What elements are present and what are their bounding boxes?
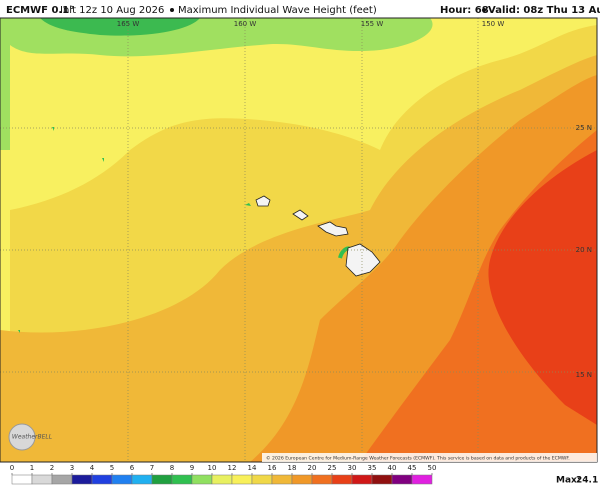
attribution: © 2026 European Centre for Medium-Range … xyxy=(266,455,570,462)
legend-swatch xyxy=(91,474,113,485)
legend-tick-label: 4 xyxy=(90,464,95,472)
separator xyxy=(170,8,174,12)
field-light-green xyxy=(0,18,433,150)
max-label: Max: xyxy=(556,476,580,486)
init-label: Init 12z 10 Aug 2026 xyxy=(60,5,164,16)
legend-tick-label: 8 xyxy=(170,464,174,472)
graticule xyxy=(0,18,597,462)
legend-swatch xyxy=(331,474,353,485)
latitude-label: 25 N xyxy=(576,124,592,132)
hour-label: Hour: 68 xyxy=(440,5,489,16)
legend-tick-label: 30 xyxy=(348,464,357,472)
legend-tick-label: 18 xyxy=(288,464,297,472)
legend-tick-label: 35 xyxy=(368,464,377,472)
legend-swatch xyxy=(311,474,333,485)
legend-tick-label: 40 xyxy=(388,464,397,472)
legend-swatch xyxy=(151,474,173,485)
legend-tick-label: 12 xyxy=(228,464,237,472)
field-red xyxy=(488,150,597,425)
longitude-label: 155 W xyxy=(361,20,384,28)
legend-swatch xyxy=(191,474,213,485)
legend-tick-label: 16 xyxy=(268,464,277,472)
legend-tick-label: 0 xyxy=(10,464,14,472)
logo-badge xyxy=(8,423,36,451)
legend-swatch xyxy=(71,474,93,485)
island xyxy=(292,209,309,221)
legend-tick-label: 9 xyxy=(190,464,194,472)
island xyxy=(345,243,381,277)
legend-swatch xyxy=(391,474,413,485)
legend-tick-label: 10 xyxy=(208,464,217,472)
longitude-label: 150 W xyxy=(482,20,505,28)
island xyxy=(317,221,349,237)
legend-swatch xyxy=(371,474,393,485)
legend-tick-label: 25 xyxy=(328,464,337,472)
latitude-label: 15 N xyxy=(576,371,592,379)
legend-swatch xyxy=(411,474,433,485)
legend-swatch xyxy=(111,474,133,485)
logo: WeatherBELL xyxy=(12,434,52,441)
legend-swatch xyxy=(11,474,33,485)
max-value: 24.1 xyxy=(576,476,598,486)
legend-swatch xyxy=(31,474,53,485)
valid-label: Valid: 08z Thu 13 Aug 2026 xyxy=(488,5,600,16)
legend-tick-label: 50 xyxy=(428,464,437,472)
legend-swatch xyxy=(291,474,313,485)
legend-tick-label: 45 xyxy=(408,464,417,472)
legend-tick-label: 1 xyxy=(30,464,34,472)
legend-tick-label: 20 xyxy=(308,464,317,472)
legend-swatch xyxy=(51,474,73,485)
legend-swatch xyxy=(211,474,233,485)
longitude-label: 160 W xyxy=(234,20,257,28)
separator xyxy=(482,8,486,12)
legend-tick-label: 7 xyxy=(150,464,154,472)
longitude-label: 165 W xyxy=(117,20,140,28)
island xyxy=(255,195,271,207)
model-label: ECMWF 0.1° xyxy=(6,5,74,16)
legend-tick-label: 6 xyxy=(130,464,135,472)
title: Maximum Individual Wave Height (feet) xyxy=(178,5,377,16)
field-green xyxy=(40,18,200,36)
attribution-bar xyxy=(262,453,597,462)
legend-swatch xyxy=(271,474,293,485)
legend-swatch xyxy=(171,474,193,485)
latitude-label: 20 N xyxy=(576,246,592,254)
legend-tick-label: 2 xyxy=(50,464,54,472)
legend-swatch xyxy=(131,474,153,485)
legend-swatch xyxy=(251,474,273,485)
legend: Max: 24.1 0 1 2 3 4 5 6 7 8 9 10 12 14 16 18 20 25 30 35 40… xyxy=(10,464,598,486)
legend-tick-label: 14 xyxy=(248,464,257,472)
legend-swatch xyxy=(351,474,373,485)
map: 165 W 160 W 155 W 150 W 25 N 20 N 15 N W… xyxy=(0,17,598,463)
legend-tick-label: 5 xyxy=(110,464,114,472)
legend-tick-label: 3 xyxy=(70,464,74,472)
legend-swatch xyxy=(231,474,253,485)
